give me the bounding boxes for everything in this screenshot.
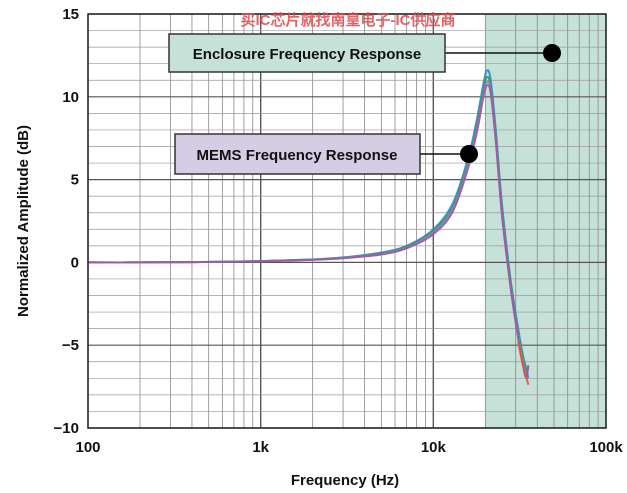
- mems-callout: MEMS Frequency Response: [174, 133, 478, 175]
- x-axis-label: Frequency (Hz): [291, 472, 399, 489]
- y-tick-label: −10: [54, 420, 79, 437]
- enclosure-callout: Enclosure Frequency Response: [168, 33, 561, 73]
- watermark-text: 买IC芯片就找南皇电子-IC供应商: [241, 11, 456, 29]
- x-tick-label: 1k: [252, 439, 269, 456]
- enclosure-callout-label: Enclosure Frequency Response: [193, 46, 421, 63]
- y-tick-label: 0: [71, 254, 79, 271]
- enclosure-callout-box: [168, 33, 446, 73]
- series-line-5: [517, 341, 530, 386]
- y-tick-label: 5: [71, 172, 79, 189]
- tick-labels: 100 1k 10k 100k 15 10 5 0 −5 −10: [54, 6, 624, 456]
- plot-frame: [87, 13, 607, 429]
- y-axis-label: Normalized Amplitude (dB): [15, 125, 32, 317]
- series-line-2: [87, 75, 530, 373]
- x-tick-label: 100k: [589, 439, 623, 456]
- enclosure-callout-dot: [543, 44, 561, 62]
- series-line-4: [87, 83, 530, 380]
- y-tick-label: 15: [62, 6, 79, 23]
- y-tick-label: −5: [62, 337, 79, 354]
- x-tick-label: 100: [75, 439, 100, 456]
- mems-callout-box: [174, 133, 421, 175]
- mems-callout-label: MEMS Frequency Response: [197, 147, 398, 164]
- shaded-region-rect: [485, 14, 606, 428]
- series-group: [87, 69, 530, 386]
- series-line-1: [87, 69, 530, 379]
- enclosure-shaded-region: [485, 14, 606, 428]
- x-tick-label: 10k: [421, 439, 447, 456]
- mems-callout-dot: [460, 145, 478, 163]
- y-tick-label: 10: [62, 89, 79, 106]
